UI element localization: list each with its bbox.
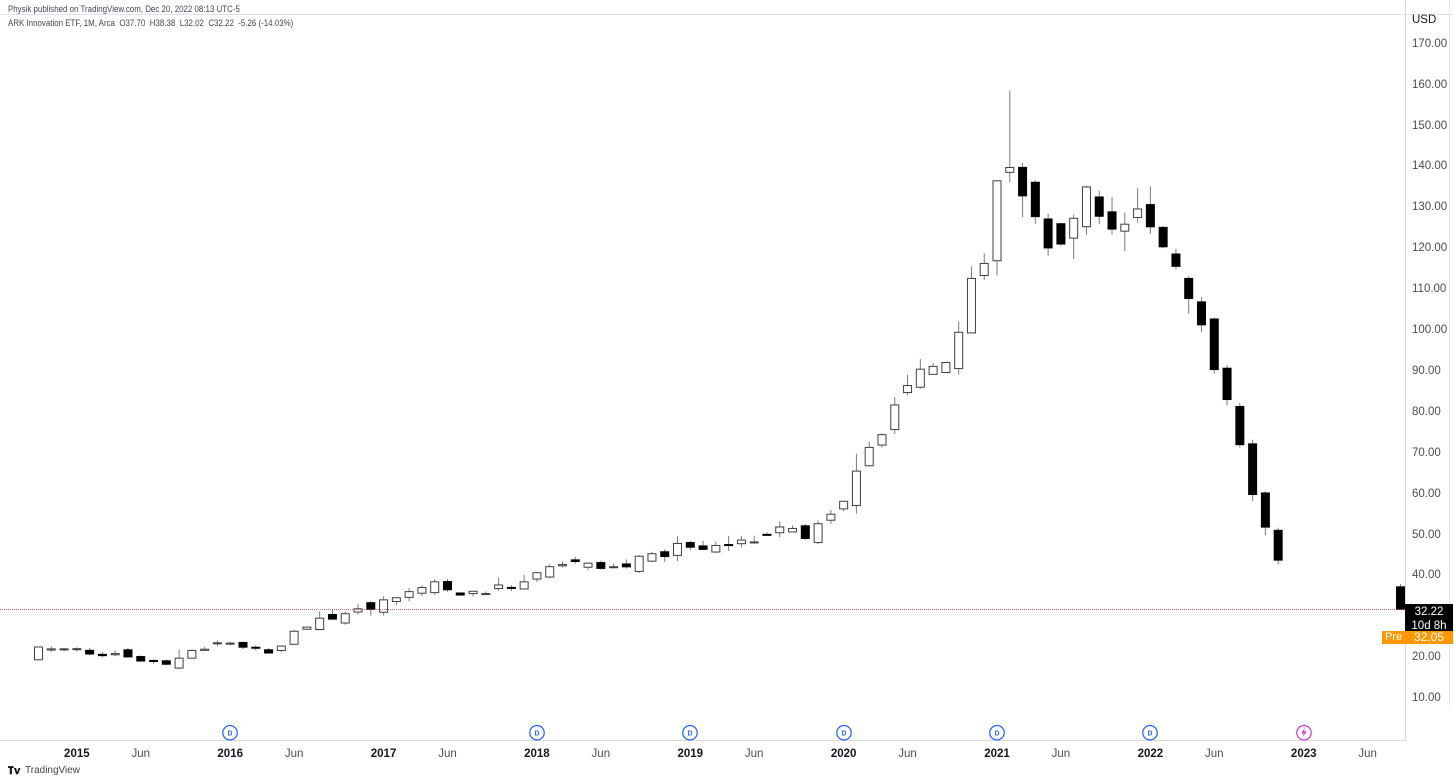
- svg-text:D: D: [1148, 731, 1153, 738]
- svg-text:D: D: [995, 731, 1000, 738]
- svg-text:D: D: [228, 731, 233, 738]
- svg-text:D: D: [841, 731, 846, 738]
- svg-text:D: D: [688, 731, 693, 738]
- svg-text:D: D: [534, 731, 539, 738]
